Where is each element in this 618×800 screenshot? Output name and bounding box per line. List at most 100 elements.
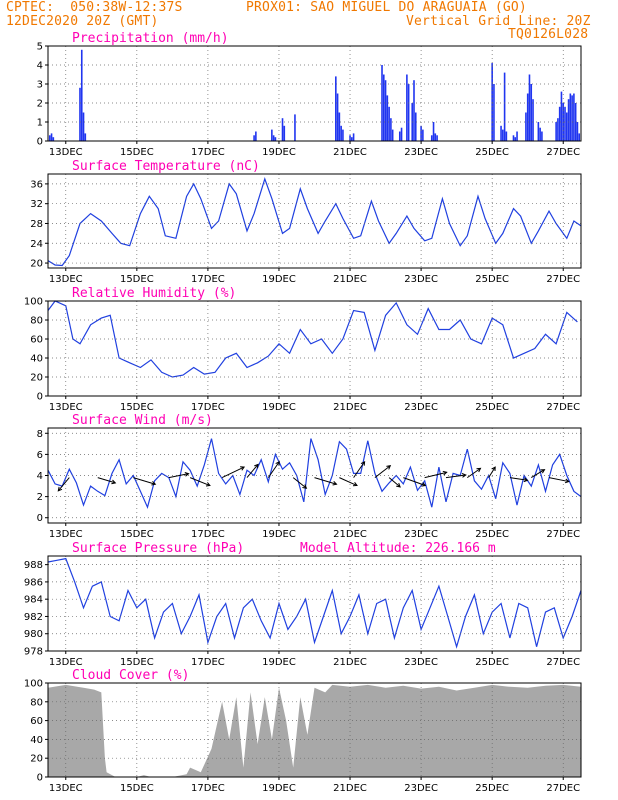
temperature-frame — [47, 173, 582, 269]
temperature-xtick-label: 21DEC — [333, 274, 367, 285]
precip-bar — [84, 133, 87, 141]
pressure-xtick-label: 25DEC — [475, 657, 509, 668]
wind-arrow-head — [111, 479, 117, 485]
humidity-ytick-label: 100 — [24, 297, 43, 308]
wind-arrow-head — [476, 467, 482, 473]
humidity-xtick-label: 25DEC — [475, 402, 509, 413]
humidity-xtick-label: 15DEC — [120, 402, 154, 413]
precip-bar — [398, 131, 401, 141]
precip-xtick-label: 21DEC — [333, 147, 367, 158]
pressure-xtick-label: 23DEC — [404, 657, 438, 668]
pressure-xtick-label: 19DEC — [262, 657, 296, 668]
precip-bar — [281, 118, 284, 141]
precip-bar — [351, 137, 353, 141]
cloud-title: Cloud Cover (%) — [72, 668, 189, 683]
precip-xtick-label: 17DEC — [191, 147, 225, 158]
humidity-ytick-label: 60 — [30, 335, 43, 346]
pressure-subtitle: Model Altitude: 226.166 m — [300, 541, 496, 556]
precip-ytick-label: 5 — [37, 42, 43, 53]
cloud-ytick-label: 100 — [24, 679, 43, 690]
precip-ytick-label: 4 — [37, 61, 43, 72]
wind-arrow-head — [360, 460, 366, 466]
pressure-ytick-label: 984 — [24, 595, 43, 606]
wind-ytick-label: 2 — [37, 492, 43, 503]
cloud-xtick-label: 19DEC — [262, 783, 296, 794]
wind-arrow-head — [57, 486, 63, 492]
model-id: TQ0126L028 — [508, 27, 589, 42]
cloud-xtick-label: 25DEC — [475, 783, 509, 794]
pressure-title: Surface Pressure (hPa) — [72, 541, 244, 556]
humidity-xtick-label: 27DEC — [546, 402, 580, 413]
precip-bar — [539, 127, 541, 141]
cloud-ytick-label: 20 — [30, 754, 43, 765]
wind-arrow-head — [332, 481, 338, 486]
wind-direction-arrow — [97, 477, 116, 484]
precip-frame — [47, 45, 582, 142]
precip-bar — [512, 135, 515, 141]
pressure-xtick-label: 17DEC — [191, 657, 225, 668]
wind-xtick-label: 21DEC — [333, 529, 367, 540]
wind-direction-arrow — [467, 467, 481, 479]
cloud-frame — [47, 682, 582, 778]
precip-bar — [516, 131, 518, 141]
precip-bar — [79, 87, 81, 141]
precip-xtick-label: 23DEC — [404, 147, 438, 158]
precip-bar — [340, 125, 342, 141]
wind-direction-arrow — [530, 469, 545, 479]
humidity-xtick-label: 19DEC — [262, 402, 296, 413]
cloud-area — [48, 684, 581, 777]
precip-bar — [505, 131, 508, 141]
humidity-ytick-label: 80 — [30, 316, 43, 327]
pressure-series-line — [47, 557, 582, 649]
precip-bar — [407, 84, 410, 141]
precip-bar — [255, 131, 257, 141]
temperature-ytick-label: 24 — [30, 239, 43, 250]
precip-bar — [436, 135, 438, 141]
wind-direction-arrow — [445, 474, 466, 479]
wind-xtick-label: 17DEC — [191, 529, 225, 540]
pressure-xtick-label: 21DEC — [333, 657, 367, 668]
pressure-ytick-label: 988 — [24, 560, 43, 571]
wind-direction-arrow — [267, 461, 280, 478]
precip-bar — [530, 84, 533, 141]
precip-bar — [274, 137, 277, 141]
wind-direction-arrow — [488, 466, 496, 478]
precip-bar — [567, 99, 570, 141]
precip-bar — [565, 112, 568, 141]
precip-bar — [342, 129, 344, 141]
precip-bar — [493, 84, 495, 141]
humidity-xtick-label: 17DEC — [191, 402, 225, 413]
precip-bar — [420, 125, 422, 141]
precip-bar — [422, 129, 424, 141]
precip-bar — [52, 137, 55, 141]
station-name: PROX01: SAO MIGUEL DO ARAGUAIA (GO) — [246, 0, 527, 15]
precip-title: Precipitation (mm/h) — [72, 31, 229, 46]
precip-ytick-label: 2 — [37, 99, 43, 110]
precip-ytick-label: 1 — [37, 118, 43, 129]
station-coordinates: CPTEC: 050:38W-12:37S — [6, 0, 183, 15]
precip-bar — [574, 103, 577, 141]
precip-bar — [576, 122, 579, 141]
precip-bar — [381, 65, 383, 141]
precip-xtick-label: 15DEC — [120, 147, 154, 158]
precip-bar — [528, 74, 531, 141]
precip-bar — [80, 49, 83, 141]
precip-bar — [514, 137, 517, 141]
precip-xtick-label: 19DEC — [262, 147, 296, 158]
precip-bar — [413, 80, 415, 141]
pressure-ytick-label: 978 — [24, 647, 43, 658]
precip-bar — [558, 106, 561, 141]
temperature-ytick-label: 32 — [30, 199, 43, 210]
precip-bar — [525, 112, 527, 141]
pressure-xtick-label: 15DEC — [120, 657, 154, 668]
precip-bar — [272, 135, 275, 141]
wind-direction-arrow — [57, 477, 70, 492]
precip-bar — [384, 80, 387, 141]
precip-bar — [555, 122, 557, 141]
precip-bar — [388, 106, 390, 141]
precip-bar — [564, 106, 566, 141]
vertical-grid-note: Vertical Grid Line: 20Z — [406, 14, 591, 29]
wind-direction-arrow — [374, 465, 391, 479]
temperature-xtick-label: 15DEC — [120, 274, 154, 285]
